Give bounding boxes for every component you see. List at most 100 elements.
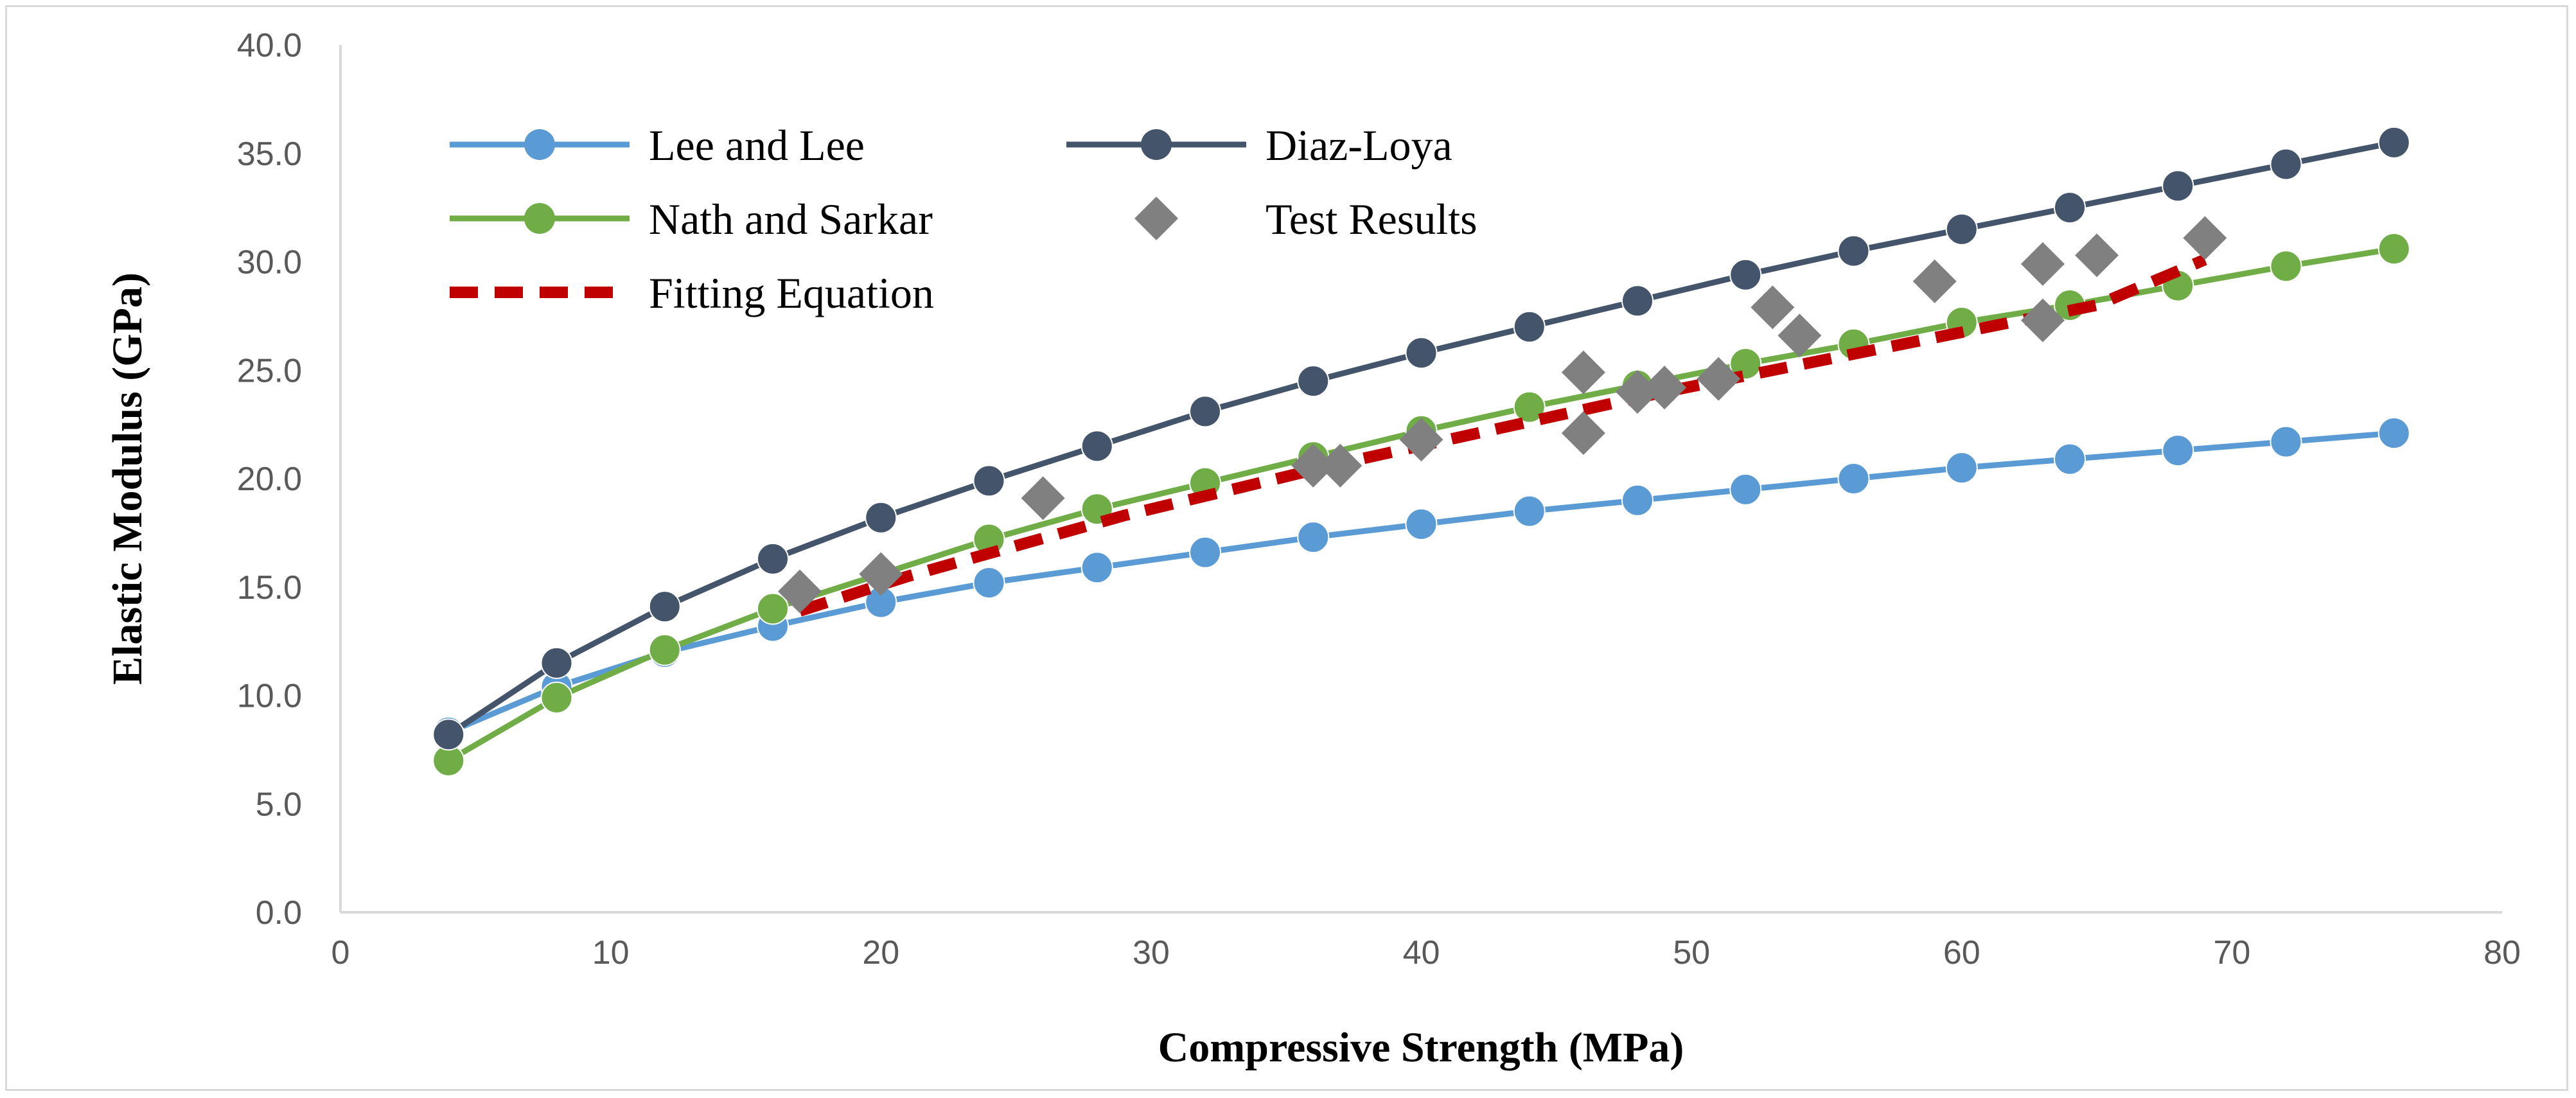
test-results-point [2020,298,2065,342]
diaz-loya-point [757,542,789,575]
test-results-point [1912,259,1957,303]
legend-label: Nath and Sarkar [649,195,933,244]
legend-marker [524,203,555,234]
diaz-loya-point [1837,235,1870,267]
legend-marker [524,129,555,160]
fitting-equation-line [798,254,2207,617]
legend-item-test-results: Test Results [1134,195,1478,244]
diaz-loya-point [865,501,897,534]
legend: Lee and Lee Diaz-Loya Nath and Sarkar Test … [450,121,1478,317]
diaz-loya-point [1945,213,1978,245]
nath-and-sarkar-line [447,245,2395,763]
test-results-point [1751,285,1795,330]
lee-and-lee-point [1081,551,1113,584]
chart-frame [5,5,2568,1091]
y-tick-label: 0.0 [256,894,302,932]
x-tick-label: 0 [331,934,350,971]
lee-and-lee-point [1945,452,1978,484]
diaz-loya-point [1621,285,1654,317]
nath-and-sarkar-point [1513,391,1546,423]
legend-marker [1141,129,1172,160]
x-tick-label: 10 [592,934,630,971]
test-results-point [1399,418,1443,462]
series-fitting-equation [798,254,2207,617]
lee-and-lee-point [2054,443,2086,475]
lee-and-lee-point [1513,495,1546,527]
lee-and-lee-point [2378,417,2410,450]
diaz-loya-point [2054,191,2086,224]
lee-and-lee-point [1405,508,1438,540]
x-tick-label: 20 [862,934,899,971]
nath-and-sarkar-point [2270,250,2302,283]
test-results-point [859,552,903,596]
lee-and-lee-point [1729,473,1762,506]
x-tick-label: 70 [2213,934,2250,971]
x-tick-label: 80 [2483,934,2521,971]
y-tick-label: 25.0 [237,352,302,389]
series-layer [432,126,2410,777]
diaz-loya-point [540,646,573,679]
x-tick-label: 40 [1403,934,1440,971]
test-results-point [1616,370,1659,414]
test-results-point [1643,366,1687,410]
diaz-loya-point [432,718,465,751]
y-tick-label: 30.0 [237,244,302,281]
legend-label: Diaz-Loya [1266,121,1452,170]
diaz-loya-point [648,590,681,623]
test-results-point [778,569,822,614]
y-tick-label: 20.0 [237,461,302,498]
diaz-loya-point [1729,258,1762,291]
diaz-loya-point [2162,170,2194,202]
diaz-loya-point [973,465,1005,497]
x-axis-title: Compressive Strength (MPa) [1158,1024,1684,1071]
test-results-point [1318,443,1363,488]
y-tick-label: 15.0 [237,569,302,607]
diaz-loya-point [1513,310,1546,343]
test-results-point [1697,357,1741,401]
lee-and-lee-point [1837,463,1870,495]
test-results-point [2020,242,2065,286]
legend-marker [1134,197,1178,240]
axes [339,45,2502,914]
test-results-point [2075,233,2119,278]
diaz-loya-point [1405,337,1438,369]
diaz-loya-point [2378,126,2410,159]
lee-and-lee-point [1297,521,1330,554]
y-tick-label: 10.0 [237,678,302,715]
legend-item-fitting-equation: Fitting Equation [450,269,934,317]
test-results-point [1778,314,1822,358]
diaz-loya-point [1297,365,1330,398]
y-axis-title: Elastic Modulus (GPa) [104,272,151,685]
test-results-point [1561,411,1605,456]
lee-and-lee-point [2270,425,2302,458]
y-tick-label: 5.0 [256,786,302,823]
nath-and-sarkar-point [2378,233,2410,265]
nath-and-sarkar-point [540,681,573,714]
legend-item-lee-and-lee: Lee and Lee [450,121,865,170]
lee-and-lee-point [973,567,1005,599]
series-diaz-loya [432,126,2410,751]
lee-and-lee-point [1621,484,1654,517]
lee-and-lee-line [447,430,2395,736]
test-results-point [1291,443,1336,488]
nath-and-sarkar-point [648,633,681,666]
x-tick-label: 60 [1943,934,1981,971]
series-lee-and-lee [432,417,2410,748]
diaz-loya-point [2270,148,2302,181]
legend-item-diaz-loya: Diaz-Loya [1066,121,1452,170]
legend-label: Lee and Lee [649,121,865,170]
x-tick-labels: 0 10 20 30 40 50 60 70 80 [331,934,2521,971]
diaz-loya-point [1189,395,1221,428]
y-tick-label: 35.0 [237,136,302,173]
y-tick-labels: 0.0 5.0 10.0 15.0 20.0 25.0 30.0 35.0 40.0 [237,27,302,932]
diaz-loya-point [1081,430,1113,463]
series-test-results [778,216,2227,614]
test-results-point [1021,476,1065,520]
legend-label: Test Results [1266,195,1478,244]
nath-and-sarkar-point [757,592,789,625]
lee-and-lee-point [2162,434,2194,467]
legend-label: Fitting Equation [649,269,934,317]
legend-item-nath-and-sarkar: Nath and Sarkar [450,195,933,244]
y-tick-label: 40.0 [237,27,302,64]
